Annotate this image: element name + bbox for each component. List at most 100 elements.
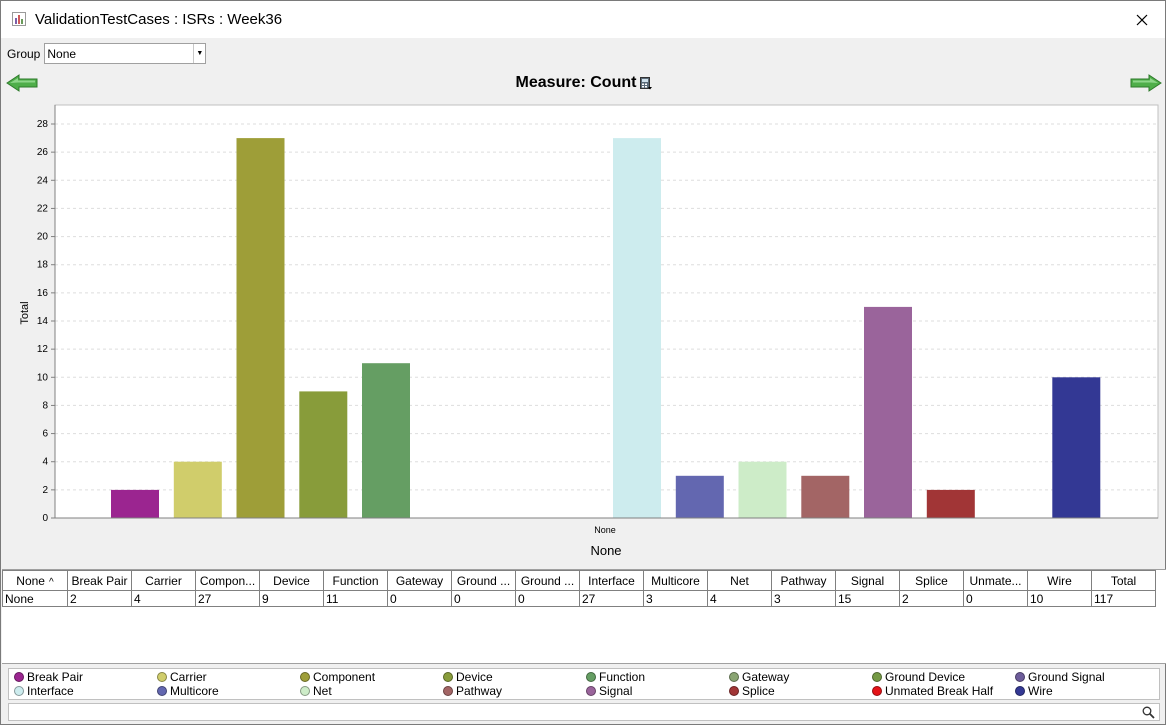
column-header[interactable]: Ground ... [515, 570, 580, 591]
bar-signal[interactable] [864, 306, 912, 518]
sort-ascending-icon: ^ [48, 576, 54, 588]
table-cell[interactable]: 2 [899, 590, 964, 607]
search-field[interactable] [8, 703, 1160, 721]
legend-swatch [157, 686, 167, 696]
table-cell[interactable]: 15 [835, 590, 900, 607]
table-row[interactable]: None 2 4 27 9 11 0 0 0 27 3 4 3 15 2 0 10 117 [2, 590, 1156, 607]
table-cell[interactable]: 4 [707, 590, 772, 607]
bar-multicore[interactable] [675, 475, 724, 518]
legend-item[interactable]: Ground Device [872, 670, 965, 684]
table-cell[interactable]: 10 [1027, 590, 1092, 607]
table-body: None 2 4 27 9 11 0 0 0 27 3 4 3 15 2 0 10 117 [2, 590, 1156, 607]
column-header[interactable]: Multicore [643, 570, 708, 591]
arrow-right-icon[interactable] [1130, 74, 1162, 92]
bar-splice[interactable] [926, 489, 975, 518]
bar-pathway[interactable] [801, 475, 850, 518]
legend-item[interactable]: Signal [586, 684, 632, 698]
column-header[interactable]: Break Pair [67, 570, 132, 591]
column-header[interactable]: Unmate... [963, 570, 1028, 591]
column-header[interactable]: Ground ... [451, 570, 516, 591]
table-cell[interactable]: 0 [515, 590, 580, 607]
bar-net[interactable] [738, 461, 787, 518]
column-header[interactable]: Net [707, 570, 772, 591]
group-label: Group [7, 46, 41, 61]
table-header-row: None ^ Break Pair Carrier Compon... Device Fun… [2, 570, 1156, 591]
y-tick-label: 20 [37, 232, 49, 243]
legend-swatch [1015, 672, 1025, 682]
window-title: ValidationTestCases : ISRs : Week36 [35, 11, 283, 28]
column-header[interactable]: Total [1091, 570, 1156, 591]
close-button[interactable] [1119, 1, 1165, 38]
legend-item[interactable]: Splice [729, 684, 775, 698]
table-cell[interactable]: 3 [643, 590, 708, 607]
bar-function[interactable] [362, 363, 410, 518]
y-tick-label: 28 [37, 119, 49, 130]
legend-item[interactable]: Break Pair [14, 670, 83, 684]
table-cell[interactable]: 0 [451, 590, 516, 607]
y-tick-label: 4 [42, 457, 48, 468]
column-header[interactable]: Pathway [771, 570, 836, 591]
legend-swatch [443, 672, 453, 682]
legend-item[interactable]: Interface [14, 684, 74, 698]
bar-device[interactable] [299, 391, 348, 518]
gridlines [55, 123, 1158, 491]
table-cell[interactable]: 117 [1091, 590, 1156, 607]
column-header[interactable]: Signal [835, 570, 900, 591]
legend-swatch [14, 686, 24, 696]
table-cell[interactable]: 3 [771, 590, 836, 607]
legend-swatch [586, 672, 596, 682]
table-cell[interactable]: 9 [259, 590, 324, 607]
legend-item[interactable]: Device [443, 670, 493, 684]
bar-interface[interactable] [613, 138, 661, 518]
legend-label: Ground Signal [1028, 670, 1105, 684]
bar-component[interactable] [236, 138, 285, 518]
legend-item[interactable]: Unmated Break Half [872, 684, 993, 698]
bar-break-pair[interactable] [111, 489, 159, 518]
legend-item[interactable]: Ground Signal [1015, 670, 1105, 684]
table-cell[interactable]: 11 [323, 590, 388, 607]
column-header[interactable]: Interface [579, 570, 644, 591]
legend-item[interactable]: Component [300, 670, 375, 684]
arrow-left-icon[interactable] [6, 74, 38, 92]
legend-item[interactable]: Carrier [157, 670, 207, 684]
y-tick-label: 14 [37, 316, 49, 327]
y-tick-label: 0 [42, 513, 48, 524]
legend-item[interactable]: Wire [1015, 684, 1053, 698]
calculator-icon[interactable] [640, 76, 653, 90]
column-header[interactable]: None ^ [2, 570, 68, 591]
column-header[interactable]: Device [259, 570, 324, 591]
legend-swatch [300, 672, 310, 682]
table-cell[interactable]: 4 [131, 590, 196, 607]
data-table: None ^ Break Pair Carrier Compon... Device Fun… [2, 570, 1156, 607]
column-header[interactable]: Gateway [387, 570, 452, 591]
table-cell[interactable]: 27 [579, 590, 644, 607]
table-cell[interactable]: 2 [67, 590, 132, 607]
column-header[interactable]: Function [323, 570, 388, 591]
measure-header: Measure: Count [1, 74, 1166, 92]
legend-item[interactable]: Function [586, 670, 645, 684]
bar-carrier[interactable] [173, 461, 222, 518]
table-cell[interactable]: 27 [195, 590, 260, 607]
y-tick-label: 26 [37, 147, 49, 158]
table-cell[interactable]: None [2, 590, 68, 607]
legend-item[interactable]: Net [300, 684, 332, 698]
legend-item[interactable]: Gateway [729, 670, 789, 684]
chevron-down-icon[interactable]: ▼ [193, 44, 205, 63]
legend-swatch [1015, 686, 1025, 696]
y-tick-label: 2 [42, 485, 48, 496]
column-header[interactable]: Compon... [195, 570, 260, 591]
bar-wire[interactable] [1052, 377, 1101, 518]
table-cell[interactable]: 0 [387, 590, 452, 607]
legend-label: Interface [27, 684, 74, 698]
search-icon[interactable] [1142, 706, 1155, 719]
column-header[interactable]: Wire [1027, 570, 1092, 591]
group-dropdown[interactable]: None ▼ [44, 43, 207, 64]
table-cell[interactable]: 0 [963, 590, 1028, 607]
column-header[interactable]: Splice [899, 570, 964, 591]
legend-item[interactable]: Pathway [443, 684, 502, 698]
legend-item[interactable]: Multicore [157, 684, 219, 698]
y-tick-label: 8 [42, 400, 48, 411]
column-header[interactable]: Carrier [131, 570, 196, 591]
